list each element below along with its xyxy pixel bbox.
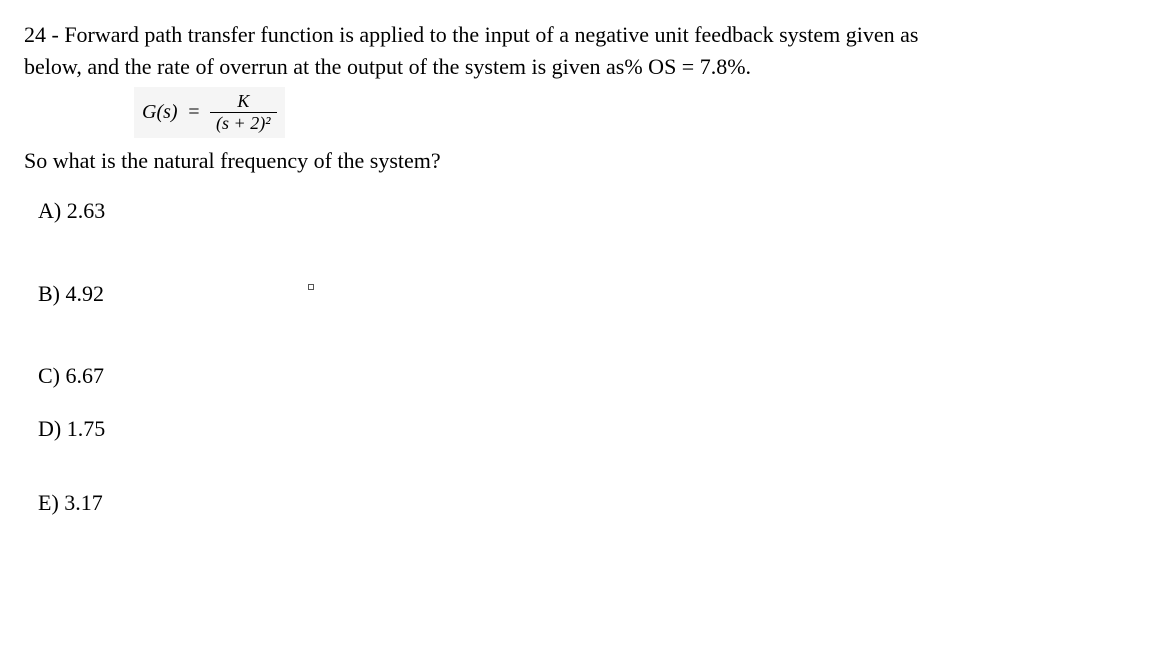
question-line-1: 24 - Forward path transfer function is a… (24, 20, 1144, 50)
formula-fraction: K (s + 2)² (210, 91, 277, 134)
option-c[interactable]: C) 6.67 (38, 363, 1144, 389)
options-list: A) 2.63 B) 4.92 C) 6.67 D) 1.75 E) 3.17 (24, 198, 1144, 516)
formula-equals: = (187, 101, 201, 124)
marker-icon (308, 284, 314, 290)
formula-lhs: G(s) (142, 101, 178, 124)
followup-question: So what is the natural frequency of the … (24, 148, 1144, 174)
option-a[interactable]: A) 2.63 (38, 198, 1144, 224)
question-line-2: below, and the rate of overrun at the ou… (24, 52, 1144, 82)
option-e[interactable]: E) 3.17 (38, 490, 1144, 516)
formula-numerator: K (210, 91, 277, 113)
option-b[interactable]: B) 4.92 (38, 281, 1144, 307)
option-d[interactable]: D) 1.75 (38, 416, 1144, 442)
formula-denominator: (s + 2)² (210, 113, 277, 134)
option-b-label: B) 4.92 (38, 281, 104, 306)
formula-block: G(s) = K (s + 2)² (134, 87, 285, 138)
